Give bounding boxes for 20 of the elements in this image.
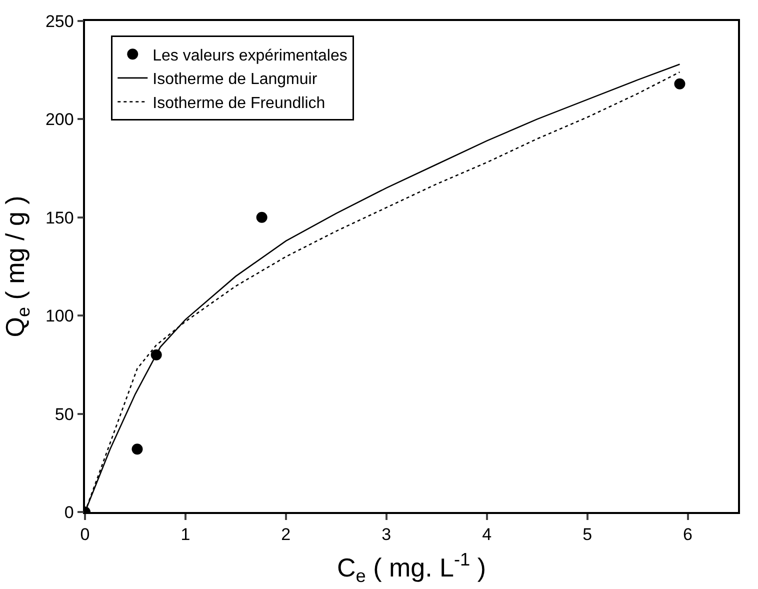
x-tick-label: 2 — [281, 525, 291, 544]
legend-label: Isotherme de Freundlich — [152, 94, 326, 112]
point — [132, 444, 143, 455]
x-axis-title: C$_{e}$ ( mg. L$^{-1}$ ) — [336, 549, 486, 586]
y-tick-label: 50 — [54, 404, 74, 424]
point — [674, 78, 686, 90]
x-tick-label: 1 — [180, 525, 190, 544]
y-tick-label: 200 — [45, 110, 74, 130]
legend-label: Les valeurs expérimentales — [152, 47, 348, 64]
point — [256, 212, 268, 223]
y-tick-label: 0 — [64, 502, 74, 522]
y-tick-label: 150 — [45, 208, 74, 228]
legend-label: Isotherme de Langmuir — [152, 71, 318, 88]
x-tick-label: 3 — [382, 525, 392, 544]
y-tick-label: 250 — [45, 12, 74, 31]
y-tick-label: 100 — [45, 306, 74, 326]
x-tick-label: 0 — [80, 525, 90, 544]
x-tick-label: 6 — [683, 525, 693, 544]
x-tick-label: 4 — [482, 525, 492, 544]
x-tick-label: 5 — [582, 525, 592, 544]
